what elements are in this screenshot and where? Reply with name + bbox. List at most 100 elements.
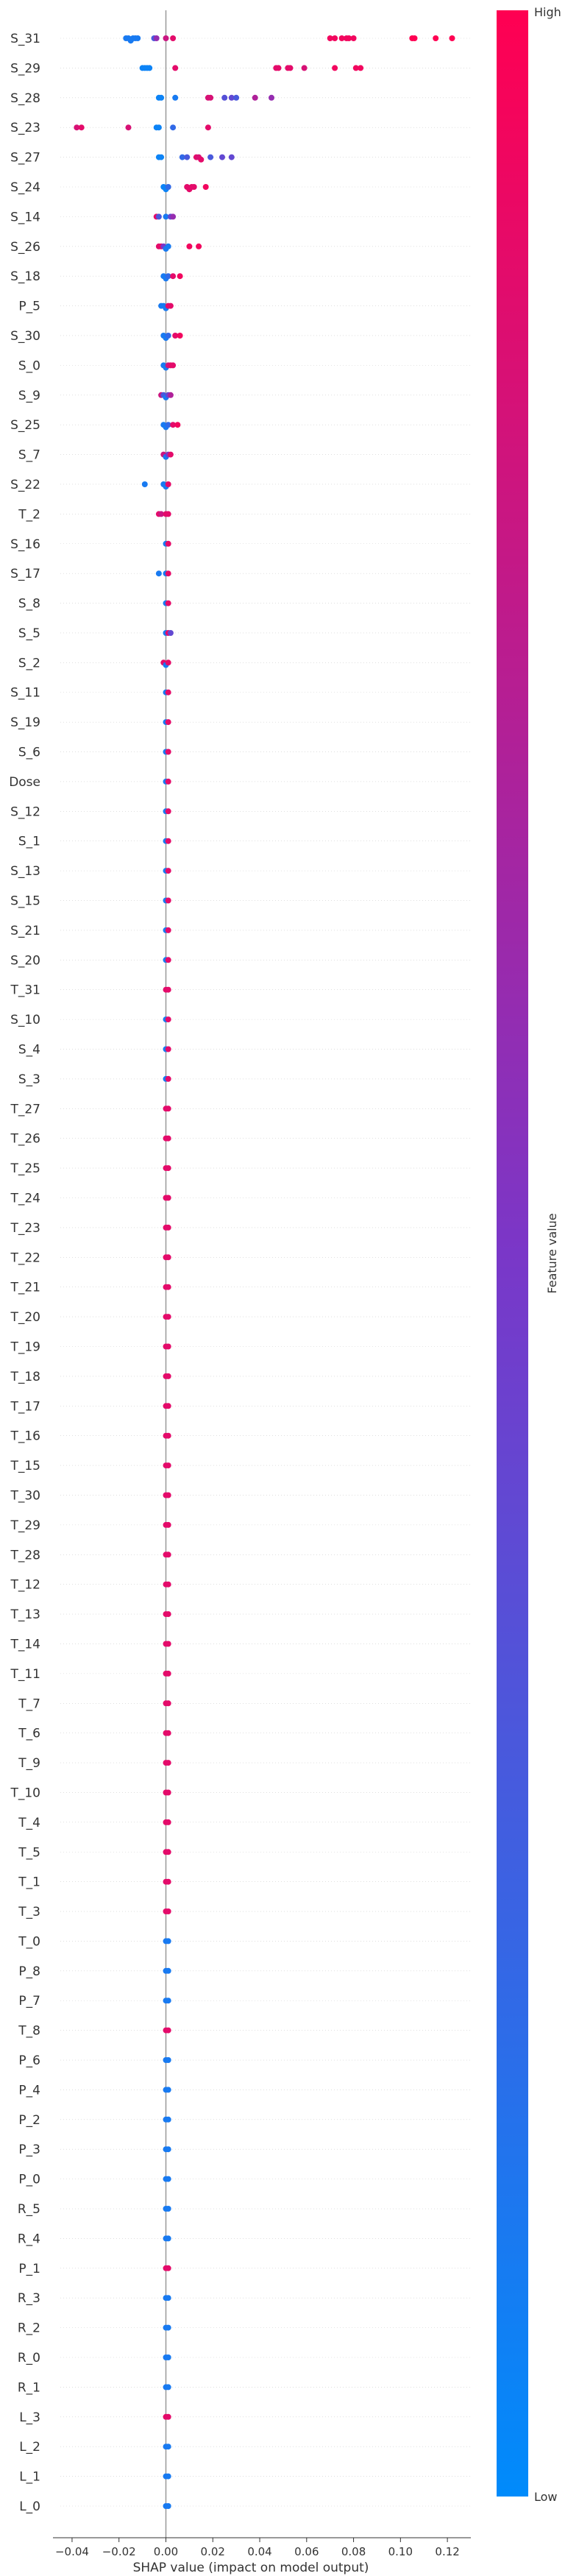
feature-label: S_26 bbox=[10, 240, 40, 255]
data-point bbox=[165, 2176, 171, 2182]
data-point bbox=[165, 481, 171, 487]
feature-label: P_4 bbox=[18, 2083, 40, 2098]
data-point bbox=[165, 333, 171, 339]
data-point bbox=[165, 1135, 171, 1142]
data-point bbox=[165, 1998, 171, 2004]
data-point bbox=[165, 1046, 171, 1052]
data-point bbox=[165, 1878, 171, 1885]
data-point bbox=[205, 124, 211, 131]
data-point bbox=[252, 94, 258, 101]
feature-label: P_6 bbox=[18, 2053, 40, 2068]
feature-label: L_2 bbox=[19, 2440, 40, 2455]
data-point bbox=[165, 184, 171, 190]
data-point bbox=[165, 1730, 171, 1736]
x-tick-label: 0.12 bbox=[435, 2545, 459, 2558]
data-point bbox=[165, 2265, 171, 2271]
data-point bbox=[165, 511, 171, 517]
data-point bbox=[165, 808, 171, 815]
data-point bbox=[177, 333, 183, 339]
data-point bbox=[165, 1462, 171, 1469]
feature-label: T_11 bbox=[10, 1667, 40, 1682]
data-point bbox=[186, 243, 193, 250]
feature-label: P_1 bbox=[18, 2262, 40, 2276]
feature-label: T_26 bbox=[10, 1132, 40, 1147]
feature-label: S_6 bbox=[18, 746, 40, 760]
data-point bbox=[165, 1908, 171, 1914]
data-point bbox=[165, 273, 171, 280]
feature-label: T_24 bbox=[10, 1192, 40, 1206]
feature-label: S_30 bbox=[10, 329, 40, 344]
data-point bbox=[269, 94, 274, 101]
data-point bbox=[165, 1760, 171, 1766]
data-point bbox=[346, 35, 352, 41]
feature-label: S_3 bbox=[18, 1072, 40, 1087]
feature-label: T_15 bbox=[10, 1459, 40, 1473]
data-point bbox=[165, 2027, 171, 2034]
data-point bbox=[165, 986, 171, 993]
data-point bbox=[165, 1700, 171, 1707]
feature-label: S_14 bbox=[10, 210, 40, 224]
feature-label: S_10 bbox=[10, 1013, 40, 1027]
feature-label: P_0 bbox=[18, 2173, 40, 2187]
feature-label: T_17 bbox=[10, 1399, 40, 1414]
data-point bbox=[165, 2146, 171, 2153]
data-point bbox=[332, 65, 338, 71]
feature-label: S_29 bbox=[10, 61, 40, 76]
feature-label: R_0 bbox=[18, 2351, 40, 2366]
data-point bbox=[332, 35, 338, 41]
colorbar-title: Feature value bbox=[545, 1213, 559, 1293]
feature-label: T_27 bbox=[10, 1102, 40, 1117]
feature-label: R_5 bbox=[18, 2202, 40, 2217]
data-point bbox=[202, 184, 209, 190]
data-point bbox=[165, 2354, 171, 2360]
data-point bbox=[165, 1284, 171, 1290]
feature-label: S_2 bbox=[18, 656, 40, 670]
feature-label: T_2 bbox=[18, 507, 40, 522]
feature-label: S_9 bbox=[18, 389, 40, 403]
data-point bbox=[167, 392, 174, 398]
feature-label: P_7 bbox=[18, 1994, 40, 2009]
feature-label: S_25 bbox=[10, 418, 40, 433]
x-axis: −0.04 −0.02 0.00 0.02 0.04 0.06 0.08 0.10 0.12 bbox=[53, 2537, 471, 2558]
feature-label: P_5 bbox=[18, 300, 40, 314]
feature-label: S_11 bbox=[10, 686, 40, 701]
data-point bbox=[170, 422, 177, 428]
data-point bbox=[170, 35, 177, 41]
feature-label: Dose bbox=[9, 775, 40, 790]
data-point bbox=[165, 2087, 171, 2093]
feature-label: S_13 bbox=[10, 864, 40, 879]
data-point bbox=[275, 65, 282, 71]
data-point bbox=[165, 2324, 171, 2331]
data-point bbox=[172, 333, 179, 339]
feature-label: S_20 bbox=[10, 953, 40, 968]
feature-label: T_16 bbox=[10, 1429, 40, 1444]
data-point bbox=[221, 94, 228, 101]
data-point bbox=[165, 1195, 171, 1201]
feature-label: T_8 bbox=[18, 2024, 40, 2039]
data-point bbox=[172, 94, 179, 101]
data-point bbox=[165, 2384, 171, 2391]
feature-label: T_9 bbox=[18, 1756, 40, 1771]
data-point bbox=[172, 65, 179, 71]
feature-label: S_8 bbox=[18, 597, 40, 612]
feature-label: T_4 bbox=[18, 1816, 40, 1830]
data-point bbox=[233, 94, 240, 101]
data-point bbox=[165, 1670, 171, 1677]
feature-label: S_19 bbox=[10, 715, 40, 730]
data-point bbox=[135, 35, 141, 41]
data-point bbox=[165, 2206, 171, 2212]
data-point bbox=[153, 35, 160, 41]
feature-label: T_7 bbox=[18, 1696, 40, 1711]
feature-label: T_12 bbox=[10, 1578, 40, 1593]
data-point bbox=[165, 689, 171, 696]
feature-label: S_16 bbox=[10, 537, 40, 552]
data-point bbox=[301, 65, 308, 71]
colorbar: High Low Feature value bbox=[497, 5, 561, 2504]
data-point bbox=[338, 35, 345, 41]
data-point bbox=[165, 1611, 171, 1618]
data-point bbox=[165, 1967, 171, 1974]
data-point bbox=[165, 1492, 171, 1498]
feature-label: R_3 bbox=[18, 2291, 40, 2306]
data-point bbox=[165, 838, 171, 844]
feature-label: T_25 bbox=[10, 1161, 40, 1176]
